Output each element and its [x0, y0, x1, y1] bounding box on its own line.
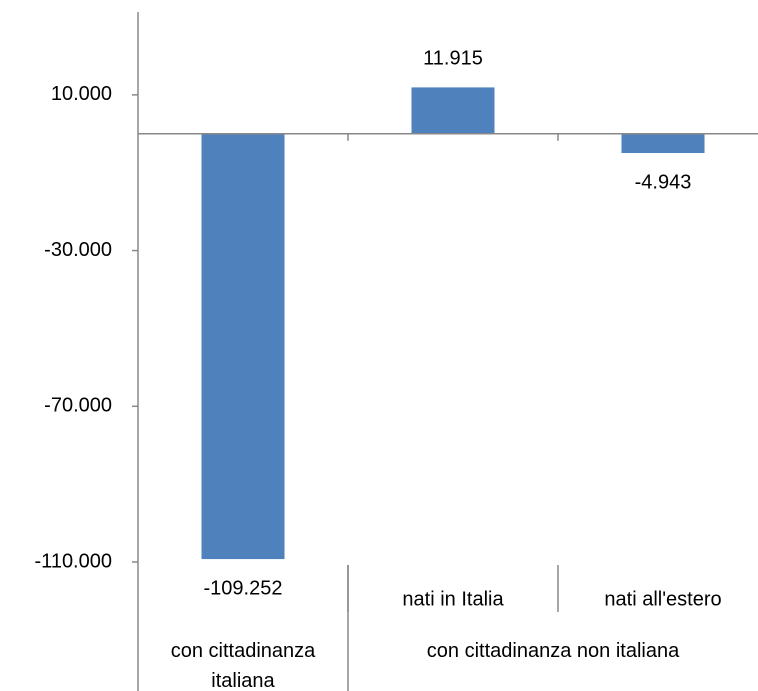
data-label: 11.915 [423, 48, 483, 70]
group-label: con cittadinanza non italiana [426, 640, 680, 662]
bar [621, 133, 705, 154]
y-tick-label: -70.000 [44, 395, 112, 417]
data-label: -4.943 [635, 171, 692, 193]
x-tick-label: nati all'estero [604, 588, 721, 610]
x-tick-label: nati in Italia [402, 588, 504, 610]
y-tick-label: -110.000 [35, 550, 112, 572]
group-label: con cittadinanza italiana [170, 640, 316, 691]
y-tick-label: 10.000 [51, 83, 112, 105]
bar [411, 87, 495, 134]
data-label: -109.252 [204, 577, 283, 599]
y-tick-label: -30.000 [44, 239, 112, 261]
bar [201, 133, 285, 560]
